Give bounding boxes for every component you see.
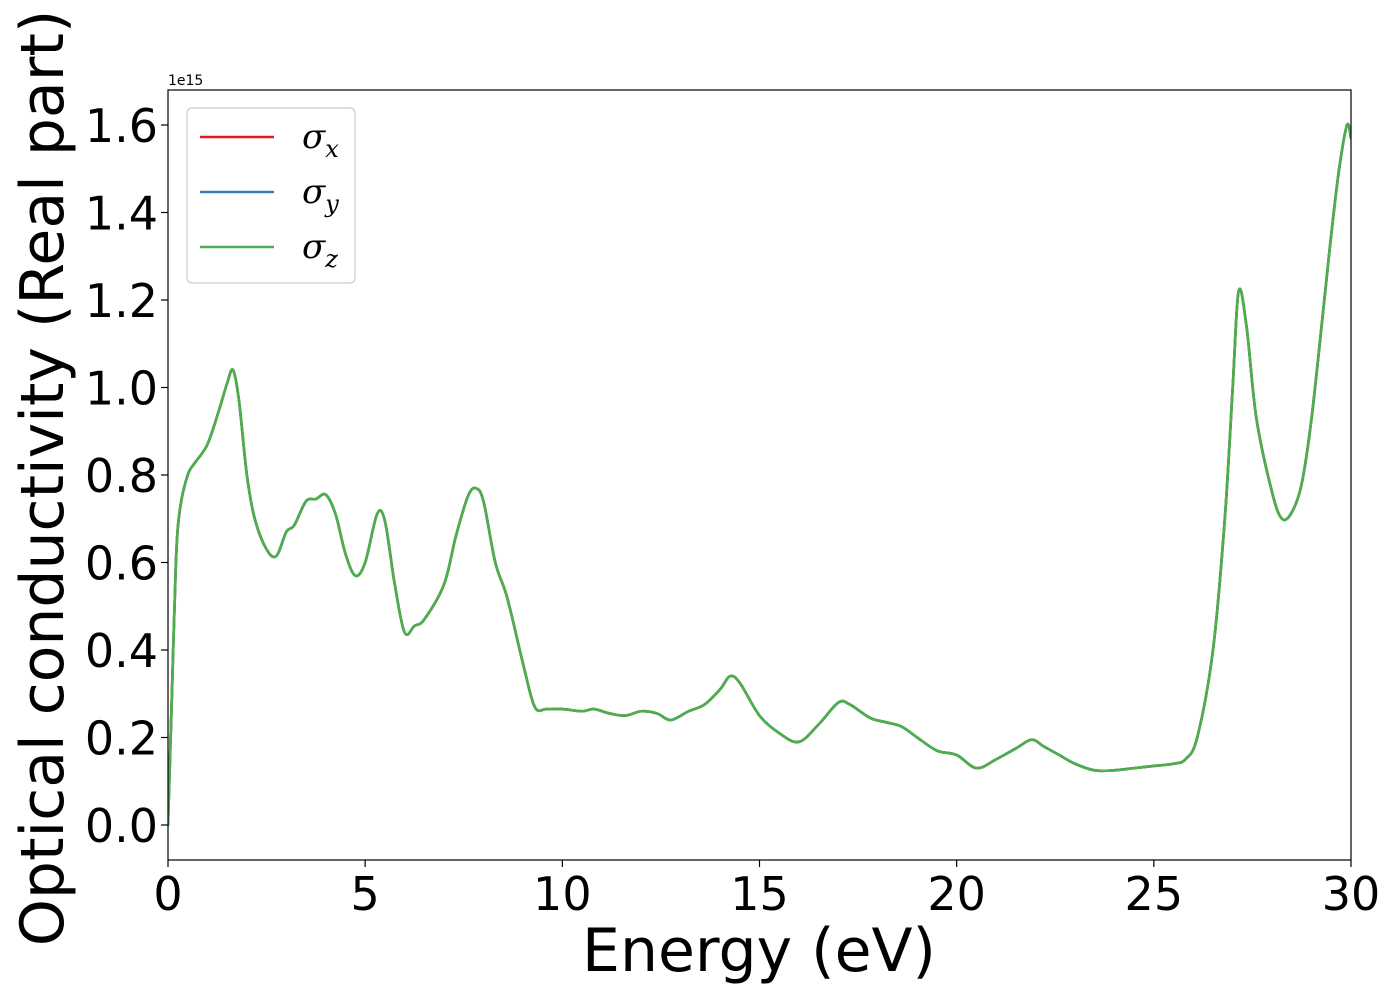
x-tick-label: 15 <box>730 867 789 921</box>
x-tick-label: 10 <box>533 867 592 921</box>
legend-label-z: σz <box>302 227 338 273</box>
y-tick-label: 0.2 <box>85 712 158 766</box>
legend-label-x: σx <box>302 117 339 163</box>
y-tick-label: 0.4 <box>85 624 158 678</box>
y-tick-label: 1.4 <box>85 187 158 241</box>
y-tick-label: 1.6 <box>85 99 158 153</box>
x-tick-label: 30 <box>1322 867 1381 921</box>
legend-label-y: σy <box>302 172 339 218</box>
series-layer <box>168 122 1351 827</box>
y-axis-ticks: 0.0 0.2 0.4 0.6 0.8 1.0 1.2 1.4 1.6 <box>85 99 168 853</box>
x-axis-title: Energy (eV) <box>582 916 936 986</box>
x-tick-label: 20 <box>927 867 986 921</box>
legend-frame <box>186 107 356 284</box>
y-tick-label: 0.0 <box>85 799 158 853</box>
y-tick-label: 0.6 <box>85 537 158 591</box>
y-axis-title: Optical conductivity (Real part) <box>8 10 78 947</box>
y-tick-label: 0.8 <box>85 449 158 503</box>
legend: σx σy σz <box>186 107 356 284</box>
series-line-z <box>168 122 1351 827</box>
y-tick-label: 1.0 <box>85 362 158 416</box>
x-tick-label: 0 <box>153 867 182 921</box>
x-tick-label: 25 <box>1125 867 1184 921</box>
y-axis-offset-label: 1e15 <box>168 73 203 89</box>
x-tick-label: 5 <box>351 867 380 921</box>
x-axis-ticks: 0 5 10 15 20 25 30 <box>153 860 1380 921</box>
y-tick-label: 1.2 <box>85 274 158 328</box>
